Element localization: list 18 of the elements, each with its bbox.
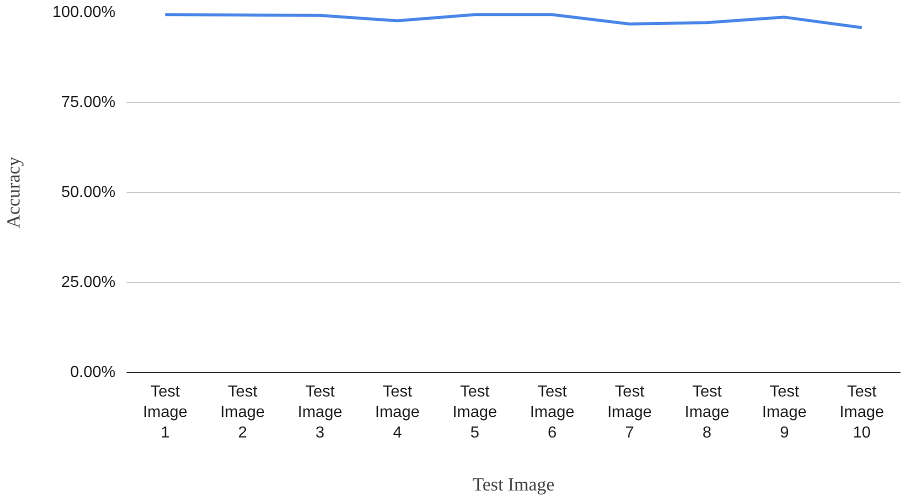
y-tick-label: 50.00%	[61, 184, 116, 201]
x-tick-label: Test Image 8	[684, 384, 730, 442]
x-tick-label: Test Image 6	[530, 384, 575, 442]
y-tick-label: 0.00%	[70, 364, 116, 381]
y-tick-label: 100.00%	[52, 4, 116, 21]
x-tick-label: Test Image 10	[840, 384, 884, 442]
x-tick-label: Test Image 5	[452, 384, 498, 442]
line-series	[164, 13, 864, 30]
y-tick-label: 75.00%	[61, 94, 116, 111]
x-tick-label: Test Image 2	[220, 384, 265, 442]
x-tick-label: Test Image 9	[762, 384, 807, 442]
x-axis-title: Test Image	[472, 474, 555, 496]
y-tick-label: 25.00%	[61, 274, 116, 291]
x-tick-label: Test Image 4	[375, 384, 420, 442]
x-tick-label: Test Image 7	[607, 384, 652, 442]
y-axis-title: Accuracy	[3, 156, 24, 228]
x-tick-label: Test Image 3	[298, 384, 342, 442]
x-tick-label: Test Image 1	[142, 384, 188, 442]
